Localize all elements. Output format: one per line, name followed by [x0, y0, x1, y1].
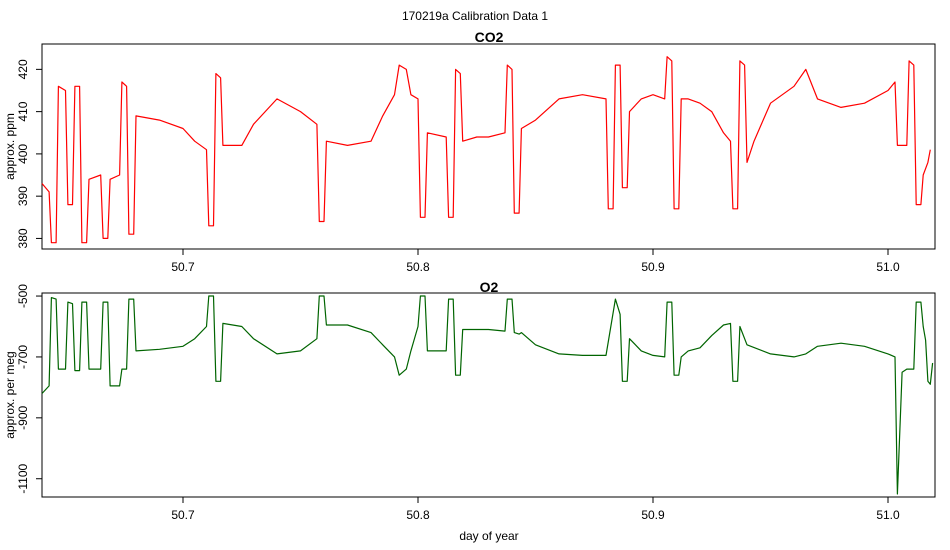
o2-y-tick-label: -900 [16, 406, 30, 430]
o2-y-axis: -500 -700 -900 -1100 [16, 284, 42, 494]
o2-y-tick-label: -1100 [16, 464, 30, 494]
o2-plot-frame [41, 292, 936, 498]
figure-title: 170219a Calibration Data 1 [402, 9, 548, 23]
co2-plot-frame [41, 43, 936, 250]
co2-series-line [41, 56, 931, 244]
co2-x-tick-label: 50.8 [406, 260, 430, 274]
co2-chart-title: CO2 [475, 29, 504, 45]
o2-x-tick-label: 50.8 [406, 508, 430, 522]
co2-y-tick-label: 380 [16, 228, 30, 248]
co2-panel: CO2 approx. ppm 50.7 50.8 50.9 51.0 380 390 4… [3, 29, 936, 274]
co2-y-axis: 380 390 400 410 420 [16, 59, 42, 248]
o2-series-group [41, 295, 934, 495]
co2-series-group [41, 56, 931, 244]
co2-y-tick-label: 400 [16, 144, 30, 164]
co2-y-tick-label: 390 [16, 186, 30, 206]
co2-x-tick-label: 51.0 [876, 260, 900, 274]
co2-y-tick-label: 420 [16, 59, 30, 79]
co2-x-tick-label: 50.7 [171, 260, 195, 274]
o2-series-line [41, 295, 934, 495]
co2-y-tick-label: 410 [16, 101, 30, 121]
o2-chart-title: O2 [480, 279, 499, 295]
o2-y-axis-label: approx. per meg [3, 351, 17, 438]
co2-y-axis-label: approx. ppm [3, 113, 17, 180]
o2-x-axis: 50.7 50.8 50.9 51.0 [171, 497, 900, 522]
o2-x-tick-label: 51.0 [876, 508, 900, 522]
co2-x-axis: 50.7 50.8 50.9 51.0 [171, 249, 900, 274]
o2-x-tick-label: 50.9 [641, 508, 665, 522]
o2-y-tick-label: -500 [16, 284, 30, 308]
o2-panel: O2 approx. per meg day of year 50.7 50.8 5… [3, 279, 936, 543]
co2-x-tick-label: 50.9 [641, 260, 665, 274]
o2-x-axis-label: day of year [459, 529, 518, 543]
o2-x-tick-label: 50.7 [171, 508, 195, 522]
o2-y-tick-label: -700 [16, 345, 30, 369]
